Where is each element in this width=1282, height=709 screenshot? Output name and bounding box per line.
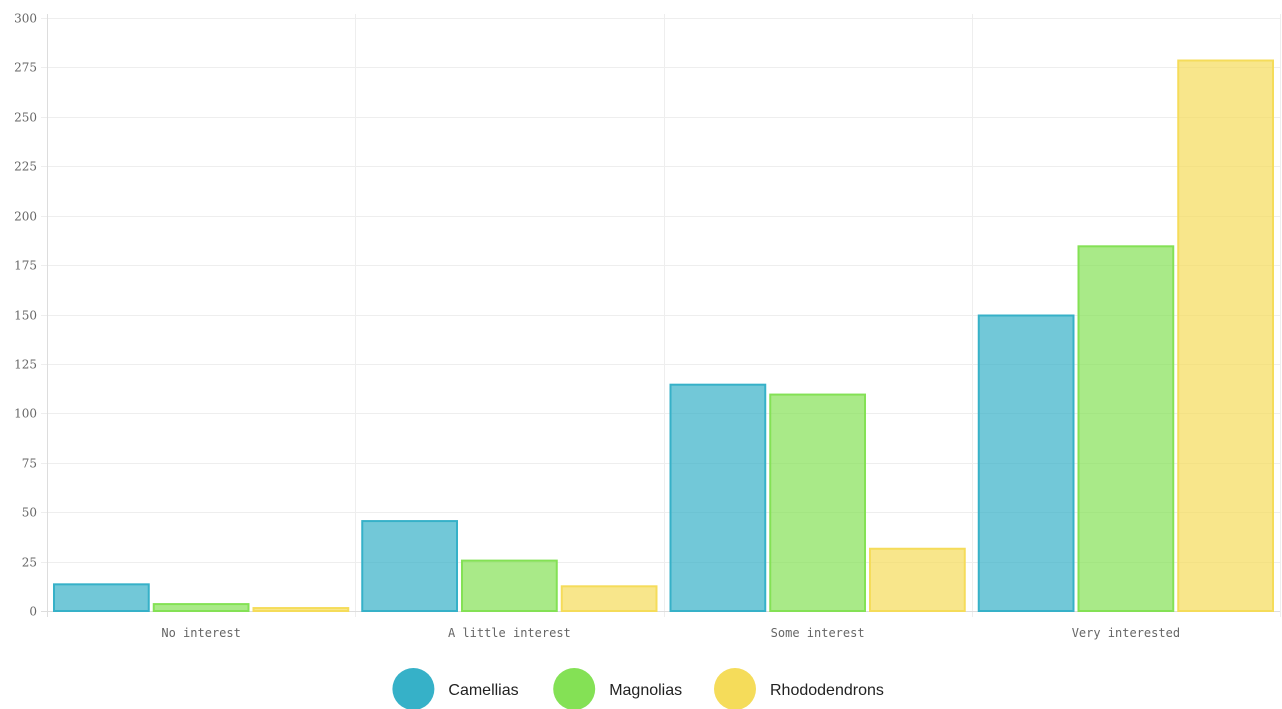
y-tick-label: 250 <box>14 111 37 125</box>
bar-magnolias-1[interactable] <box>461 559 558 613</box>
bar-rhododendrons-2[interactable] <box>869 547 966 612</box>
legend-label: Camellias <box>448 682 518 699</box>
legend-swatch <box>392 668 435 709</box>
y-tick-label: 300 <box>14 12 37 26</box>
x-tick-label: A little interest <box>448 626 571 640</box>
y-tick-label: 175 <box>14 259 37 273</box>
y-tick-label: 100 <box>14 407 37 421</box>
legend: Camellias Magnolias Rhododendrons <box>392 668 884 709</box>
legend-item-magnolias[interactable]: Magnolias <box>553 668 682 709</box>
x-tick-label: Very interested <box>1072 626 1180 640</box>
y-tick-label: 200 <box>14 210 37 224</box>
bar-camellias-3[interactable] <box>977 314 1075 612</box>
legend-swatch <box>553 668 596 709</box>
bar-camellias-0[interactable] <box>53 583 150 612</box>
y-tick-label: 125 <box>14 358 37 372</box>
bar-magnolias-3[interactable] <box>1077 245 1175 612</box>
bars <box>53 59 1274 613</box>
y-tick-label: 225 <box>14 160 37 174</box>
x-tick-label: No interest <box>161 626 240 640</box>
bar-rhododendrons-0[interactable] <box>252 607 350 613</box>
legend-swatch <box>714 668 756 709</box>
bar-camellias-1[interactable] <box>361 520 458 612</box>
bar-rhododendrons-3[interactable] <box>1177 59 1274 612</box>
axis-labels: 0 25 50 75 100 125 150 175 200 225 250 275 300 No int… <box>14 12 1180 641</box>
legend-item-camellias[interactable]: Camellias <box>392 668 519 709</box>
y-tick-label: 50 <box>22 506 37 520</box>
legend-label: Magnolias <box>609 682 682 699</box>
legend-label: Rhododendrons <box>770 682 884 699</box>
y-tick-label: 275 <box>14 61 37 75</box>
y-tick-label: 0 <box>29 605 37 619</box>
legend-item-rhododendrons[interactable]: Rhododendrons <box>714 668 884 709</box>
y-tick-label: 25 <box>22 556 37 570</box>
bar-rhododendrons-1[interactable] <box>560 585 658 613</box>
y-tick-label: 150 <box>14 309 37 323</box>
bar-magnolias-2[interactable] <box>769 393 866 613</box>
x-tick-label: Some interest <box>771 626 865 640</box>
y-tick-label: 75 <box>22 457 37 471</box>
bar-camellias-2[interactable] <box>669 383 767 612</box>
bar-magnolias-0[interactable] <box>152 603 250 612</box>
